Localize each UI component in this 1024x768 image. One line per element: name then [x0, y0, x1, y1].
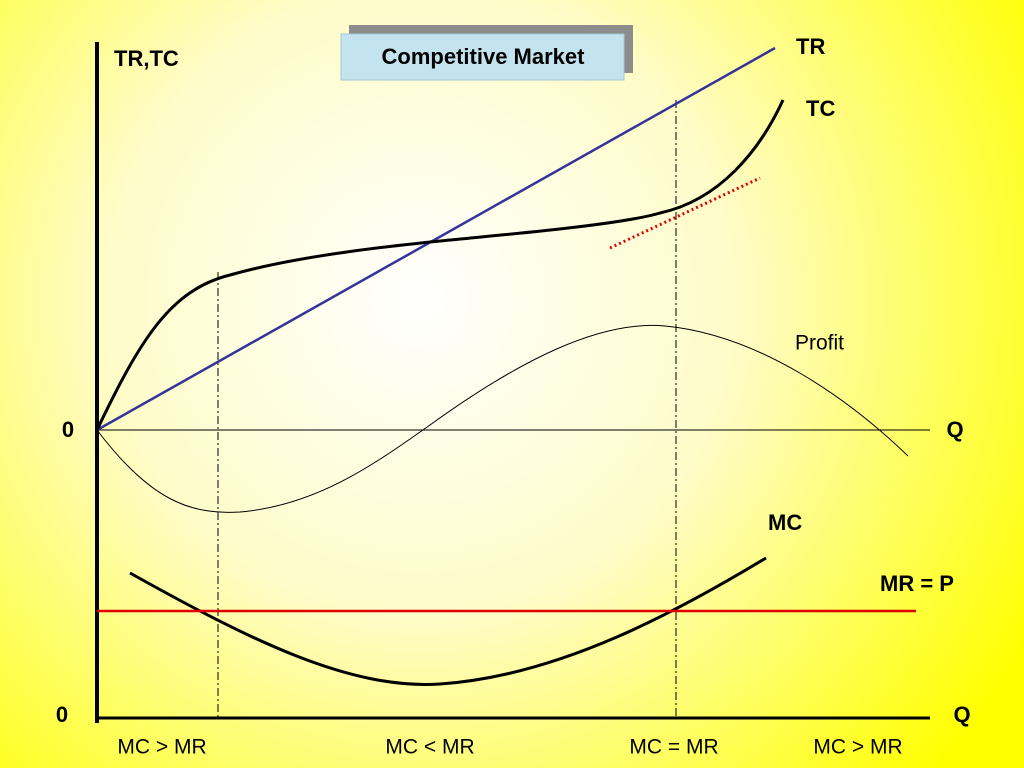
curve-label: MR = P [880, 571, 954, 596]
curve-label: Profit [795, 332, 844, 355]
y-axis-label: TR,TC [114, 46, 179, 71]
x-axis-label: Q [946, 417, 963, 442]
origin-label: 0 [56, 702, 68, 727]
title: Competitive Market [382, 44, 586, 69]
x-axis-label: Q [953, 702, 970, 727]
region-label: MC = MR [629, 736, 718, 759]
title-box [340, 33, 625, 81]
origin-label: 0 [62, 417, 74, 442]
region-label: MC > MR [117, 736, 206, 759]
mc-curve [129, 556, 767, 686]
curve-label: TR [796, 34, 825, 59]
profit-curve [96, 324, 909, 513]
curve-label: MC [768, 510, 802, 535]
curve-label: TC [806, 96, 835, 121]
region-label: MC > MR [813, 736, 902, 759]
tr-curve [96, 46, 776, 432]
tc-curve [95, 99, 785, 431]
region-label: MC < MR [385, 736, 474, 759]
